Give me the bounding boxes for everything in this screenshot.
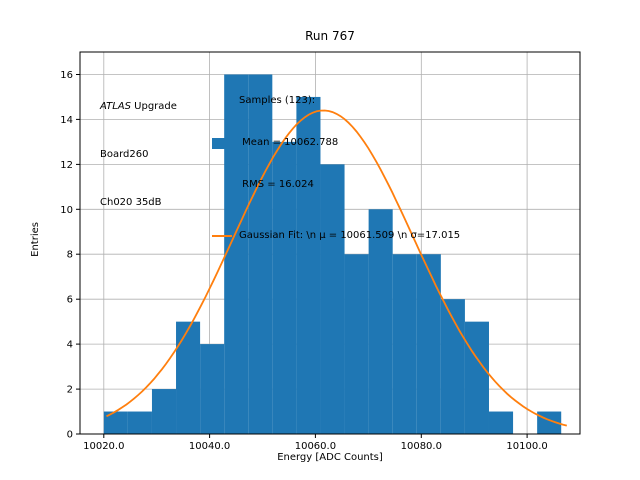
histogram-bar [320,164,345,434]
x-tick-label: 10040.0 [189,441,230,452]
y-tick-label: 12 [60,160,73,171]
histogram-patch-icon [212,137,232,149]
legend-entry-gaussian-fit: Gaussian Fit: \n μ = 10061.509 \n σ=17.0… [212,230,460,241]
y-axis-label: Entries [30,222,41,257]
legend-rms-label: RMS = 16.024 [239,179,314,190]
y-tick-label: 0 [67,430,73,441]
x-tick-label: 10060.0 [295,441,336,452]
y-tick-label: 14 [60,115,73,126]
gaussian-fit-curve [106,109,568,427]
annotation-line-1: ATLAS Upgrade [100,99,177,115]
annotation-line-3: Ch020 35dB [100,197,162,208]
histogram-bar [248,74,273,434]
legend-entry-histogram: Samples (123): Mean = 10062.788 RMS = 16… [212,66,460,220]
annotation-line-2: Board260 [100,149,149,160]
histogram-bar [176,321,201,434]
x-axis-label: Energy [ADC Counts] [277,452,383,463]
y-tick-label: 4 [67,340,73,351]
x-tick-label: 10080.0 [401,441,442,452]
histogram-bar [296,96,321,434]
plot-title: Run 767 [305,29,355,43]
atlas-annotation: ATLAS Upgrade Board260 Ch020 35dB [100,67,177,243]
x-tick-label: 10100.0 [506,441,547,452]
histogram-legend-text: Samples (123): Mean = 10062.788 RMS = 16… [239,66,338,220]
legend-gaussian-label: Gaussian Fit: \n μ = 10061.509 \n σ=17.0… [239,230,461,241]
histogram-bar [103,411,128,434]
histogram-bar [440,299,465,434]
histogram-bar [464,321,489,434]
fit-line-icon [212,234,232,237]
histogram-bar [151,389,177,434]
legend-samples-label: Samples (123): [239,95,316,106]
y-tick-label: 10 [60,205,73,216]
y-tick-label: 16 [60,70,73,81]
atlas-label: ATLAS [100,101,131,112]
axes-spines [79,51,581,435]
legend-mean-label: Mean = 10062.788 [239,137,339,148]
histogram-bar [392,254,417,434]
histogram-bar [344,254,369,434]
histogram-bar [224,74,249,434]
x-tick-label: 10020.0 [83,441,124,452]
histogram-bar [416,254,441,434]
histogram-bar [368,209,393,434]
upgrade-label: Upgrade [130,101,177,112]
y-tick-label: 2 [67,385,73,396]
y-tick-label: 6 [67,295,73,306]
histogram-bar [127,411,152,434]
histogram-bar [488,411,514,434]
legend: Samples (123): Mean = 10062.788 RMS = 16… [212,66,460,241]
histogram-bar [200,344,225,434]
histogram-bar [272,141,297,434]
y-tick-label: 8 [67,250,73,261]
